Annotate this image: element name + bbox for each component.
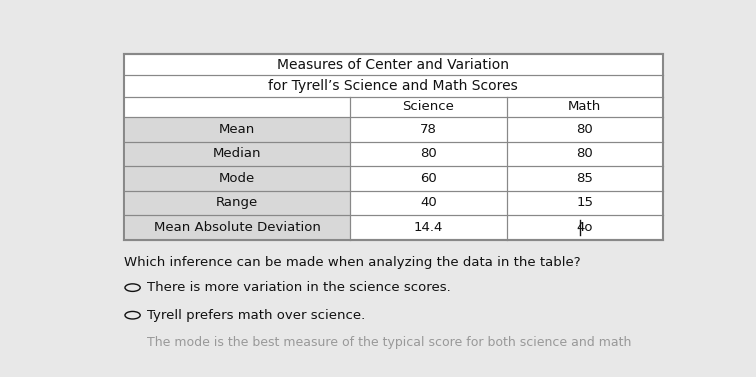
Text: Range: Range bbox=[216, 196, 258, 210]
Text: Mode: Mode bbox=[219, 172, 255, 185]
Text: The mode is the best measure of the typical score for both science and math: The mode is the best measure of the typi… bbox=[147, 336, 631, 349]
Text: Tyrell prefers math over science.: Tyrell prefers math over science. bbox=[147, 309, 365, 322]
Text: 40: 40 bbox=[420, 196, 437, 210]
Text: 85: 85 bbox=[576, 172, 593, 185]
Text: Measures of Center and Variation: Measures of Center and Variation bbox=[277, 58, 510, 72]
Text: 80: 80 bbox=[576, 147, 593, 160]
Bar bbox=[124, 117, 350, 142]
Bar bbox=[124, 142, 350, 166]
Text: Math: Math bbox=[568, 100, 601, 113]
Text: Mean: Mean bbox=[219, 123, 255, 136]
Text: 80: 80 bbox=[420, 147, 437, 160]
Text: 15: 15 bbox=[576, 196, 593, 210]
Bar bbox=[124, 191, 350, 215]
Text: for Tyrell’s Science and Math Scores: for Tyrell’s Science and Math Scores bbox=[268, 79, 518, 93]
Bar bbox=[124, 54, 663, 240]
Text: Which inference can be made when analyzing the data in the table?: Which inference can be made when analyzi… bbox=[124, 256, 581, 269]
Text: 80: 80 bbox=[576, 123, 593, 136]
Text: Mean Absolute Deviation: Mean Absolute Deviation bbox=[153, 221, 321, 234]
Bar bbox=[124, 215, 350, 240]
Text: 14.4: 14.4 bbox=[414, 221, 443, 234]
Text: There is more variation in the science scores.: There is more variation in the science s… bbox=[147, 281, 451, 294]
Text: 4o: 4o bbox=[576, 221, 593, 234]
Bar bbox=[124, 166, 350, 191]
Text: 60: 60 bbox=[420, 172, 437, 185]
Text: Median: Median bbox=[212, 147, 262, 160]
Text: Science: Science bbox=[402, 100, 454, 113]
Text: 78: 78 bbox=[420, 123, 437, 136]
